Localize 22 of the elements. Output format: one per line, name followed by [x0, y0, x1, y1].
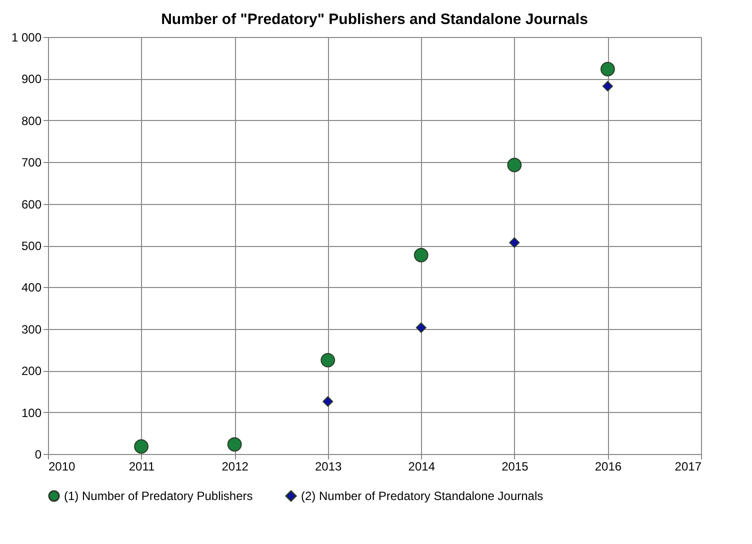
y-tick-label: 500: [21, 239, 42, 253]
x-tick-label: 2010: [48, 460, 76, 474]
x-tick-label: 2015: [502, 460, 529, 474]
y-tick-label: 0: [34, 448, 42, 462]
y-tick-label: 200: [21, 364, 42, 378]
y-tick-label: 900: [21, 72, 42, 86]
x-tick-label: 2013: [315, 460, 342, 474]
y-tick-label: 800: [21, 114, 42, 128]
x-tick-label: 2011: [128, 460, 156, 474]
y-tick-label: 700: [21, 156, 42, 170]
x-tick-label: 2017: [674, 460, 702, 474]
y-tick-label: 300: [21, 322, 42, 336]
legend-label: (2) Number of Predatory Standalone Journals: [301, 489, 544, 503]
y-tick-label: 600: [21, 197, 42, 212]
x-tick-label: 2012: [222, 460, 249, 474]
x-tick-label: 2016: [594, 460, 622, 474]
chart-title: Number of "Predatory" Publishers and Standalone Journals: [161, 11, 588, 28]
y-tick-label: 1 000: [11, 30, 42, 44]
y-tick-label: 100: [21, 406, 42, 420]
x-tick-label: 2014: [408, 460, 436, 474]
y-tick-label: 400: [21, 280, 42, 295]
legend-label: (1) Number of Predatory Publishers: [64, 489, 253, 503]
